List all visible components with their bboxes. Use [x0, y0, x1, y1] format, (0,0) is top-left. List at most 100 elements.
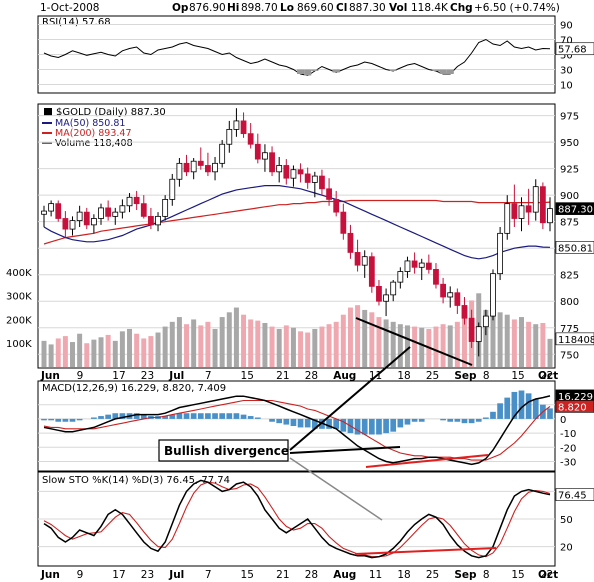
header-op-label: Op: [172, 2, 189, 14]
candle-body: [176, 162, 183, 180]
rsi-oversold-fill: [446, 69, 454, 74]
macd-histogram-bar: [212, 413, 218, 419]
price-y-tick: 875: [560, 218, 579, 229]
macd-histogram-bar: [475, 418, 482, 422]
price-title-icon: [44, 108, 52, 116]
volume-bar: [355, 305, 361, 367]
macd-title: MACD(12,26,9) 16.229, 8.820, 7.409: [42, 383, 226, 394]
candle-body: [197, 160, 204, 166]
x-tick-label: 22: [540, 370, 553, 382]
macd-histogram-bar: [283, 418, 290, 425]
candle-body: [304, 173, 311, 183]
header-vol-label: Vol: [389, 2, 407, 14]
candle-body: [311, 175, 318, 183]
price-y-tick: 925: [560, 165, 579, 176]
price-y-tick: 825: [560, 271, 579, 282]
price-y-tick: 975: [560, 112, 579, 123]
header-chg-label: Chg: [450, 2, 473, 14]
macd-y-tick: -30: [560, 457, 576, 468]
rsi-oversold-fill: [432, 69, 440, 71]
candle-body: [162, 199, 169, 217]
header-cl: 887.30: [349, 2, 386, 14]
volume-bar: [511, 319, 517, 367]
macd-histogram-bar: [390, 418, 397, 432]
candle-body: [539, 186, 546, 224]
volume-bar: [77, 333, 83, 367]
macd-histogram-bar: [440, 418, 446, 421]
candle-body: [547, 208, 553, 224]
macd-histogram-bar: [361, 418, 368, 435]
macd-histogram-bar: [55, 418, 62, 422]
volume-bar: [447, 325, 453, 367]
macd-histogram-bar: [62, 418, 69, 422]
macd-histogram-bar: [397, 418, 404, 428]
candle-body: [283, 165, 290, 179]
price-plot: 750775800825850875900925950975400K300K20…: [6, 108, 594, 367]
legend-entry: MA(200) 893.47: [55, 128, 132, 139]
candle-body: [297, 169, 304, 175]
volume-bar: [404, 325, 410, 367]
volume-bar: [241, 314, 247, 367]
x-tick-label: 11: [369, 569, 382, 581]
price-y-tick: 750: [560, 350, 579, 361]
x-tick-label: Oct: [538, 569, 558, 581]
candle-body: [411, 260, 418, 268]
macd-histogram-bar: [69, 418, 76, 422]
macd-signal-line: [43, 399, 551, 461]
volume-bar: [205, 321, 211, 367]
candle-body: [468, 317, 475, 342]
price-y-tick: 950: [560, 138, 579, 149]
volume-bar: [98, 337, 104, 367]
candle-body: [475, 326, 482, 342]
candle-body: [76, 211, 83, 222]
candle-body: [497, 232, 504, 275]
header-lo-label: Lo: [280, 2, 294, 14]
candle-body: [69, 220, 76, 230]
volume-bar: [55, 338, 61, 367]
volume-bar: [483, 309, 489, 367]
volume-bar: [84, 343, 90, 367]
candle-body: [269, 152, 275, 173]
volume-bar: [262, 323, 268, 367]
pointer-to-stochastic: [289, 457, 383, 521]
rsi-y-tick: 10: [560, 81, 573, 92]
candle-body: [361, 256, 368, 266]
candle-body: [525, 205, 532, 213]
price-y-tick: 800: [560, 297, 579, 308]
macd-histogram-bar: [532, 399, 539, 419]
volume-y-tick: 100K: [6, 339, 32, 350]
x-tick-label: 15: [241, 569, 254, 581]
macd-histogram-bar: [547, 408, 553, 419]
rsi-value-label: 57.68: [558, 45, 587, 56]
candle-body: [532, 186, 539, 213]
volume-bar: [41, 340, 47, 367]
x-tick-label: Jul: [168, 569, 184, 581]
volume-bar: [397, 324, 403, 367]
candle-body: [518, 205, 525, 219]
candle-body: [112, 211, 119, 217]
macd-histogram-bar: [326, 418, 332, 429]
price-y-tick: 900: [560, 191, 579, 202]
macd-histogram-bar: [311, 418, 318, 429]
stochastic-value-label: 76.45: [558, 491, 587, 502]
candle-body: [90, 218, 97, 226]
rsi-oversold-fill: [304, 69, 312, 76]
macd-histogram-bar: [233, 413, 240, 419]
candle-body: [511, 203, 518, 219]
x-tick-label: Jun: [40, 370, 60, 382]
candle-body: [219, 143, 226, 164]
header-chg: +6.50 (+0.74%): [474, 2, 560, 14]
volume-bar: [518, 317, 524, 367]
macd-histogram-bar: [376, 418, 382, 435]
volume-bar: [226, 312, 232, 367]
volume-bar: [305, 332, 311, 367]
candle-body: [504, 203, 511, 234]
x-tick-label: Aug: [333, 569, 356, 581]
macd-y-tick: -20: [560, 443, 576, 454]
x-tick-label: 28: [305, 370, 318, 382]
macd-histogram-bar: [254, 417, 261, 419]
macd-divergence-line: [365, 454, 489, 468]
volume-bar: [119, 331, 125, 367]
